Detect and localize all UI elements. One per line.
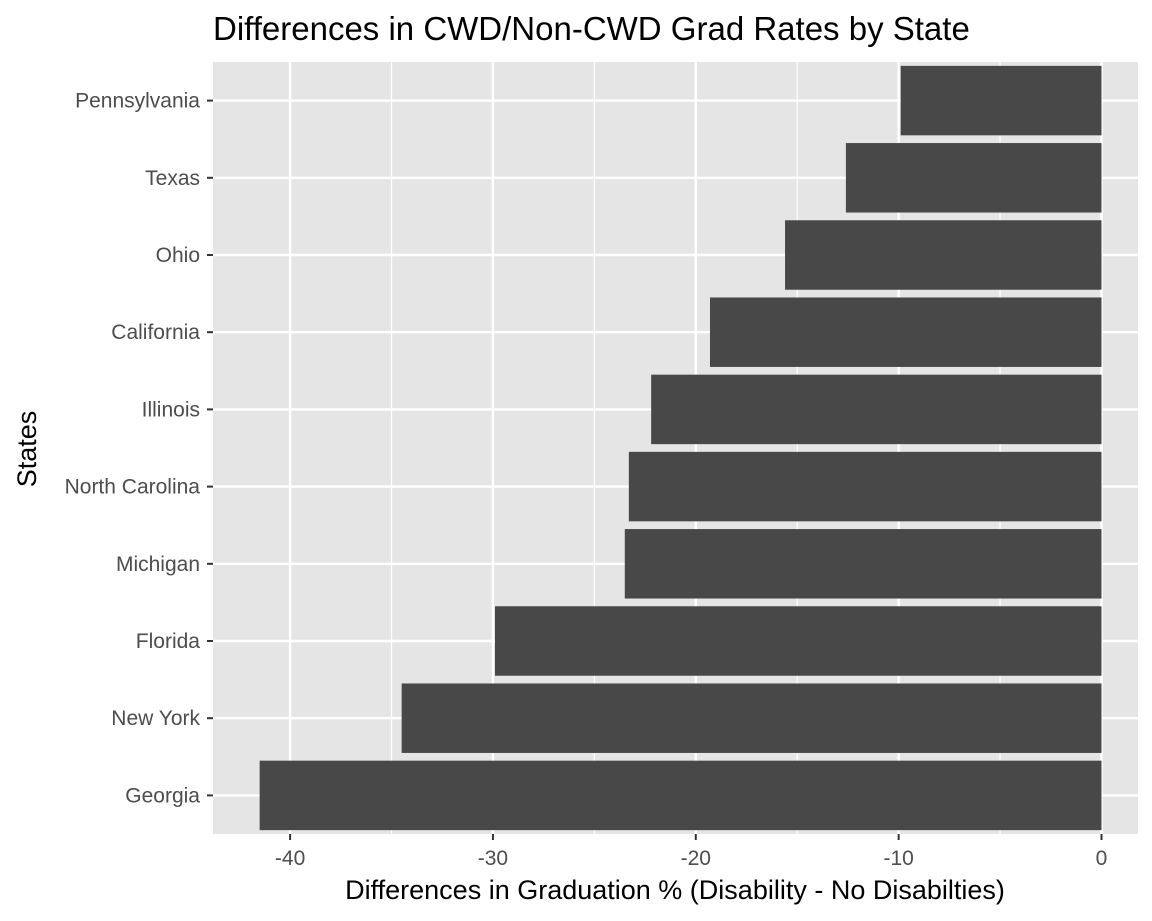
chart-title: Differences in CWD/Non-CWD Grad Rates by… bbox=[213, 10, 970, 47]
bars bbox=[259, 65, 1102, 831]
x-tick-label: -40 bbox=[275, 847, 305, 870]
x-axis: -40 -30 -20 -10 0 bbox=[275, 834, 1107, 870]
x-axis-title: Differences in Graduation % (Disability … bbox=[345, 875, 1005, 905]
y-tick-label: Illinois bbox=[142, 398, 200, 421]
bar-florida bbox=[494, 606, 1102, 676]
y-tick-label: Florida bbox=[136, 630, 201, 653]
y-tick-label: Texas bbox=[145, 167, 200, 190]
x-tick-label: -20 bbox=[681, 847, 711, 870]
bar-georgia bbox=[259, 760, 1102, 831]
bar-ohio bbox=[785, 220, 1102, 290]
bar-california bbox=[709, 297, 1102, 367]
bar-pennsylvania bbox=[900, 65, 1102, 136]
x-tick-label: -10 bbox=[883, 847, 913, 870]
y-tick-label: New York bbox=[111, 707, 200, 730]
bar-michigan bbox=[624, 529, 1102, 599]
bar-texas bbox=[845, 143, 1102, 213]
y-tick-label: Michigan bbox=[116, 553, 200, 576]
x-tick-label: 0 bbox=[1096, 847, 1108, 870]
y-tick-label: Pennsylvania bbox=[75, 90, 200, 113]
x-tick-label: -30 bbox=[478, 847, 508, 870]
y-tick-label: Georgia bbox=[125, 784, 200, 807]
y-tick-label: North Carolina bbox=[65, 476, 201, 499]
bar-illinois bbox=[651, 374, 1102, 445]
bar-new-york bbox=[401, 683, 1102, 753]
y-tick-label: California bbox=[111, 321, 200, 344]
y-axis-title: States bbox=[12, 411, 42, 488]
bar-north-carolina bbox=[628, 451, 1102, 522]
y-axis: Pennsylvania Texas Ohio California Illinois N… bbox=[65, 90, 213, 807]
y-tick-label: Ohio bbox=[156, 244, 200, 267]
